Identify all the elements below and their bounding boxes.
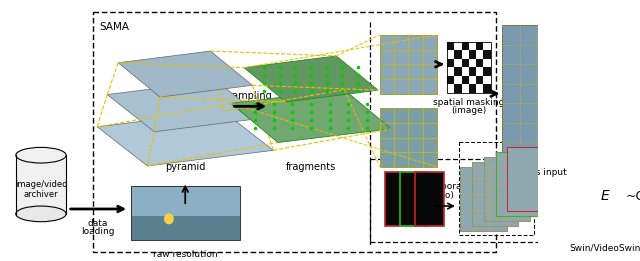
Ellipse shape <box>16 147 66 163</box>
Text: ~Q: ~Q <box>626 190 640 203</box>
Bar <box>476 76 483 84</box>
Bar <box>447 84 454 93</box>
Text: spatial masking: spatial masking <box>433 98 504 108</box>
Text: SAMA: SAMA <box>100 22 130 32</box>
Polygon shape <box>108 81 263 132</box>
Bar <box>468 84 476 93</box>
Bar <box>468 67 476 76</box>
Text: raw resolution: raw resolution <box>153 250 218 259</box>
Bar <box>370 159 571 242</box>
Bar <box>454 42 461 50</box>
Bar <box>476 59 483 67</box>
Bar <box>483 50 491 59</box>
Bar <box>461 59 468 67</box>
Text: (video): (video) <box>422 191 454 200</box>
Bar <box>415 172 444 226</box>
Circle shape <box>164 214 173 224</box>
Bar <box>483 59 491 67</box>
Bar <box>461 84 468 93</box>
Bar <box>483 76 491 84</box>
Bar <box>454 67 461 76</box>
Text: E: E <box>600 189 609 203</box>
Bar <box>131 216 240 240</box>
Text: data: data <box>88 219 108 228</box>
Bar <box>400 172 429 226</box>
Bar <box>454 84 461 93</box>
Bar <box>468 59 476 67</box>
Bar <box>476 50 483 59</box>
Bar <box>447 50 454 59</box>
Bar <box>508 147 554 211</box>
Text: image/video: image/video <box>15 180 67 189</box>
Bar <box>454 76 461 84</box>
Bar <box>380 35 437 94</box>
Bar <box>483 67 491 76</box>
Bar <box>459 143 534 235</box>
Bar <box>476 84 483 93</box>
Text: pyramid: pyramid <box>165 162 205 172</box>
Bar <box>93 13 495 252</box>
Polygon shape <box>118 51 252 97</box>
Polygon shape <box>231 90 391 143</box>
Bar <box>385 172 414 226</box>
Bar <box>468 76 476 84</box>
Ellipse shape <box>16 206 66 222</box>
Text: archiver: archiver <box>24 190 58 199</box>
Text: scaling: scaling <box>189 189 221 198</box>
Text: Swin/VideoSwin: Swin/VideoSwin <box>569 243 640 252</box>
Bar <box>461 42 468 50</box>
Text: (image): (image) <box>451 106 486 115</box>
Text: fragments: fragments <box>286 162 336 172</box>
Bar <box>476 67 483 76</box>
Bar <box>131 187 240 216</box>
Bar <box>483 42 491 50</box>
Bar <box>454 50 461 59</box>
Bar <box>447 42 491 93</box>
Polygon shape <box>592 159 621 233</box>
Text: sampling: sampling <box>227 91 272 102</box>
Text: data as input: data as input <box>507 168 566 177</box>
Bar <box>468 50 476 59</box>
Bar <box>461 67 468 76</box>
Text: loading: loading <box>81 227 115 236</box>
Bar <box>131 187 240 240</box>
Bar <box>447 76 454 84</box>
Polygon shape <box>97 111 273 166</box>
Bar <box>468 42 476 50</box>
Bar <box>472 162 518 226</box>
Bar <box>502 25 571 162</box>
Bar <box>380 108 437 167</box>
Polygon shape <box>244 56 378 102</box>
Bar <box>447 42 454 50</box>
Bar <box>454 59 461 67</box>
Bar <box>447 67 454 76</box>
Bar <box>461 50 468 59</box>
Bar <box>484 157 530 221</box>
Bar <box>16 155 66 214</box>
Bar <box>495 152 541 216</box>
Bar <box>483 84 491 93</box>
Bar <box>461 76 468 84</box>
Bar <box>476 42 483 50</box>
Text: temporal masking: temporal masking <box>422 182 505 191</box>
Bar <box>460 167 506 230</box>
Bar <box>447 59 454 67</box>
